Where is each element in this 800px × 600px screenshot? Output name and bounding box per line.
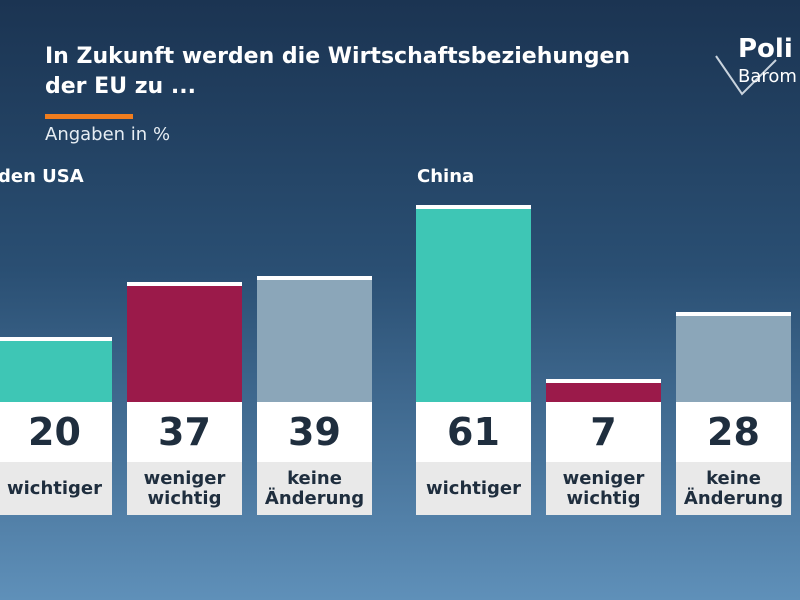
group-title: China bbox=[417, 166, 475, 187]
category-label: weniger wichtig bbox=[546, 462, 661, 515]
category-label: wichtiger bbox=[0, 462, 112, 515]
value-label: 28 bbox=[676, 402, 791, 462]
logo-mark bbox=[715, 55, 777, 96]
value-label: 37 bbox=[127, 402, 242, 462]
bar bbox=[416, 204, 531, 402]
bar bbox=[676, 311, 791, 402]
category-label: wichtiger bbox=[416, 462, 531, 515]
bar bbox=[127, 282, 242, 402]
category-label: keine Änderung bbox=[676, 462, 791, 515]
logo-text: Barom bbox=[738, 66, 797, 87]
value-label: 61 bbox=[416, 402, 531, 462]
group-title: den USA bbox=[0, 166, 84, 187]
logo-text: Poli bbox=[738, 34, 793, 64]
value-label: 20 bbox=[0, 402, 112, 462]
bar bbox=[257, 276, 372, 402]
bar bbox=[0, 337, 112, 402]
bar bbox=[546, 379, 661, 402]
accent-rule bbox=[45, 114, 133, 119]
value-label: 39 bbox=[257, 402, 372, 462]
value-label: 7 bbox=[546, 402, 661, 462]
category-label: weniger wichtig bbox=[127, 462, 242, 515]
chart-title: In Zukunft werden die Wirtschaftsbeziehu… bbox=[45, 44, 631, 99]
category-label: keine Änderung bbox=[257, 462, 372, 515]
subtitle: Angaben in % bbox=[45, 124, 171, 145]
